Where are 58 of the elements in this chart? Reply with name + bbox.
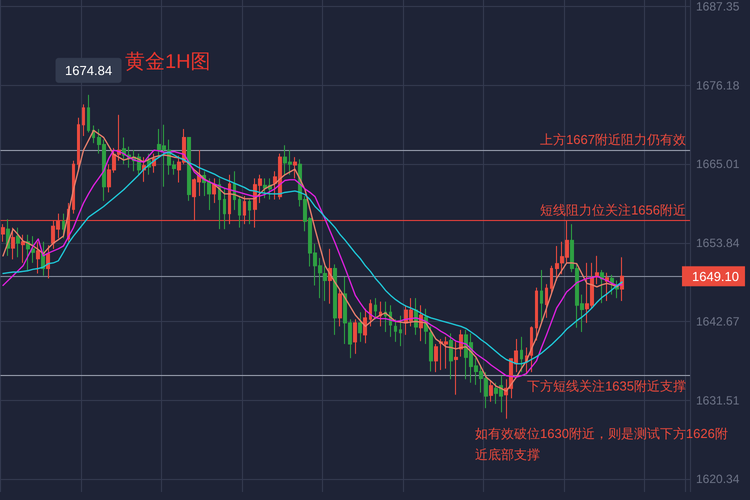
candlestick (545, 284, 548, 318)
candlestick (26, 234, 30, 270)
candlestick (520, 336, 523, 373)
candlestick (31, 236, 35, 264)
candlestick (540, 269, 543, 324)
candlestick (535, 287, 538, 341)
candlestick (82, 104, 85, 137)
candlestick (489, 380, 493, 402)
y-tick-label: 1631.51 (696, 393, 740, 408)
candlestick (394, 318, 397, 342)
ref-line-label: 1649.10 (692, 268, 739, 284)
text: 黄金1H图 (125, 51, 211, 73)
annotation: 1674.84 (65, 62, 112, 78)
candlestick (454, 341, 458, 396)
candlestick (1, 224, 5, 242)
y-tick-label: 1620.34 (696, 472, 740, 486)
candlestick (374, 298, 377, 320)
candlestick (399, 315, 402, 347)
candlestick (384, 301, 387, 332)
candlestick (328, 248, 332, 304)
candlestick (600, 269, 604, 304)
candlestick (449, 332, 453, 380)
candlestick (16, 227, 20, 258)
candlestick (530, 326, 533, 373)
candlestick (11, 227, 15, 260)
candlestick (248, 198, 251, 225)
candlestick (218, 178, 221, 230)
y-tick-label: 1665.01 (696, 157, 740, 172)
candlestick (187, 136, 191, 202)
candlestick (36, 241, 40, 274)
candlestick (363, 308, 367, 344)
candlestick (87, 94, 90, 134)
ref-line-label: 上方1667附近阻力仍有效 (540, 132, 686, 148)
annotation: 如有效破位1630附近，则是测试下方1626附近底部支撑 (475, 426, 728, 462)
y-tick-label: 1642.67 (696, 314, 740, 329)
candlestick (595, 255, 599, 285)
candlestick (338, 289, 342, 327)
candlestick (293, 156, 297, 179)
candlestick (223, 188, 226, 230)
candlestick (550, 265, 553, 294)
ref-line-label: 短线阻力位关注1656附近 (540, 202, 686, 218)
candlestick (434, 343, 438, 373)
candlestick (358, 312, 362, 342)
candlestick (429, 326, 433, 372)
ref-line-label: 下方短线关注1635附近支撑 (527, 378, 686, 394)
candlestick (21, 234, 25, 264)
candlestick (212, 178, 216, 204)
candlestick (369, 299, 372, 327)
candlestick (353, 318, 357, 354)
candlestick (238, 195, 241, 228)
candlestick (333, 264, 337, 336)
y-tick-label: 1653.84 (696, 236, 740, 250)
y-tick-label: 1676.18 (696, 78, 740, 92)
candlestick (379, 301, 382, 327)
candlestick (610, 274, 614, 296)
candlestick (62, 213, 65, 239)
candlestick (46, 244, 50, 279)
y-tick-label: 1687.35 (696, 0, 740, 14)
